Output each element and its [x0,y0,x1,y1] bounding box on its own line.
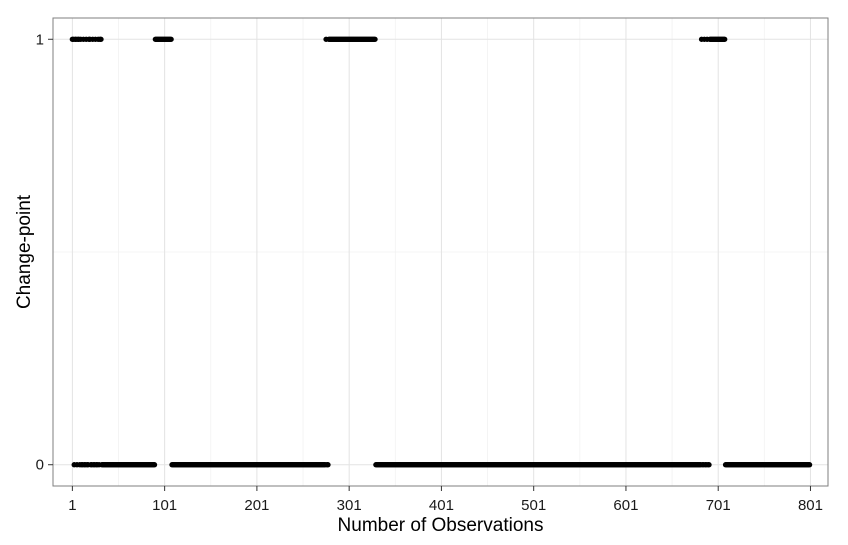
axes: 1 101 201 301 401 501 601 701 801 0 1 [36,31,823,514]
x-tick-label: 501 [521,497,546,514]
data-point [806,462,813,468]
data-point [721,36,728,42]
x-tick-label: 1 [68,497,76,514]
x-tick-label: 301 [337,497,362,514]
data-points [69,36,813,468]
plot-panel-border [52,17,829,487]
data-point [372,36,378,42]
x-axis-title: Number of Observations [338,515,544,536]
data-point [706,462,712,468]
y-axis-title: Change-point [14,194,35,309]
grid [53,18,828,486]
data-point [325,462,331,468]
x-tick-label: 401 [429,497,454,514]
data-point [168,36,174,42]
y-tick-label: 0 [36,457,44,474]
x-tick-label: 201 [244,497,269,514]
x-tick-label: 601 [613,497,638,514]
data-point [98,36,104,42]
x-tick-label: 801 [798,497,823,514]
data-point [151,462,158,468]
x-tick-label: 101 [152,497,177,514]
y-tick-label: 1 [36,31,44,48]
x-tick-label: 701 [706,497,731,514]
